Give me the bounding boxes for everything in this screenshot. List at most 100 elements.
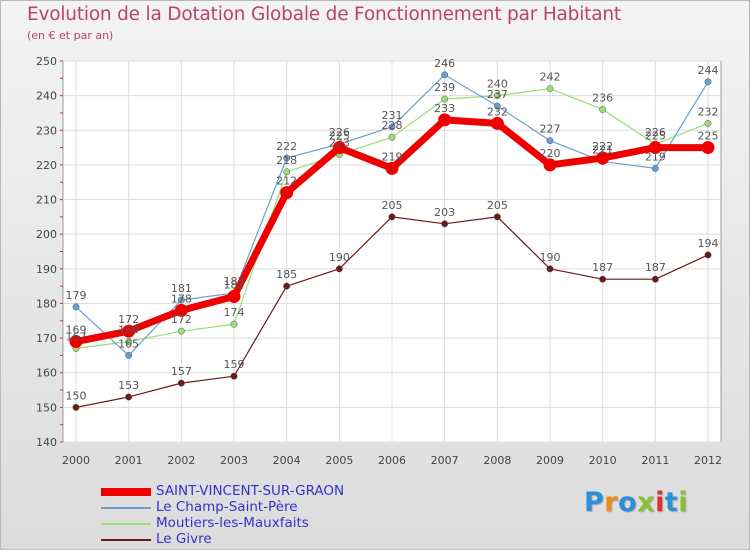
data-label: 172 xyxy=(118,313,139,326)
y-tick-label: 170 xyxy=(36,332,57,345)
legend-item-le-champ-saint-pere[interactable]: Le Champ-Saint-Père xyxy=(101,499,501,515)
data-label: 181 xyxy=(171,282,192,295)
data-point xyxy=(385,161,399,175)
data-point xyxy=(704,78,712,86)
data-point xyxy=(493,213,501,221)
data-label: 244 xyxy=(698,64,719,77)
data-point xyxy=(283,168,291,176)
data-point xyxy=(493,92,501,100)
data-label: 165 xyxy=(118,337,139,350)
data-point xyxy=(283,282,291,290)
y-tick-label: 240 xyxy=(36,90,57,103)
data-label: 231 xyxy=(382,109,403,122)
data-label: 212 xyxy=(276,175,297,188)
data-label: 178 xyxy=(171,292,192,305)
legend-label: SAINT-VINCENT-SUR-GRAON xyxy=(156,483,345,499)
legend-swatch xyxy=(101,507,151,509)
data-point xyxy=(493,102,501,110)
data-label: 226 xyxy=(645,126,666,139)
data-label: 169 xyxy=(66,324,87,337)
logo-letter: P xyxy=(584,487,605,518)
data-point xyxy=(543,158,557,172)
data-point xyxy=(388,123,396,131)
data-label: 232 xyxy=(487,105,508,118)
x-tick-label: 2000 xyxy=(62,454,90,467)
data-label: 227 xyxy=(540,123,561,136)
data-label: 150 xyxy=(66,389,87,402)
y-tick-label: 200 xyxy=(36,228,57,241)
data-label: 222 xyxy=(276,140,297,153)
data-label: 159 xyxy=(224,358,245,371)
data-point xyxy=(230,320,238,328)
data-point xyxy=(69,335,83,349)
logo-letter: i xyxy=(655,487,665,518)
legend-label: Le Givre xyxy=(156,531,212,547)
data-point xyxy=(704,251,712,259)
legend-swatch xyxy=(101,488,151,496)
legend-label: Le Champ-Saint-Père xyxy=(156,499,298,515)
y-tick-label: 180 xyxy=(36,297,57,310)
data-label: 153 xyxy=(118,379,139,392)
data-label: 226 xyxy=(329,126,350,139)
data-label: 167 xyxy=(66,330,87,343)
data-label: 182 xyxy=(224,279,245,292)
data-label: 205 xyxy=(382,199,403,212)
data-point xyxy=(335,265,343,273)
data-label: 223 xyxy=(329,137,350,150)
y-tick-label: 160 xyxy=(36,367,57,380)
data-point xyxy=(280,186,294,200)
proxiti-logo: Proxiti xyxy=(584,487,688,518)
data-point xyxy=(438,113,452,127)
logo-letter: t xyxy=(664,487,679,518)
data-point xyxy=(227,290,241,304)
data-label: 174 xyxy=(224,306,245,319)
data-label: 183 xyxy=(224,275,245,288)
data-label: 190 xyxy=(329,251,350,264)
legend-item-moutiers-les-mauxfaits[interactable]: Moutiers-les-Mauxfaits xyxy=(101,515,501,531)
legend-item-le-givre[interactable]: Le Givre xyxy=(101,531,501,547)
data-point xyxy=(546,137,554,145)
legend-item-saint-vincent[interactable]: SAINT-VINCENT-SUR-GRAON xyxy=(101,483,501,499)
data-label: 220 xyxy=(540,147,561,160)
legend-swatch xyxy=(101,523,151,525)
x-tick-label: 2003 xyxy=(220,454,248,467)
data-point xyxy=(125,393,133,401)
chart-title: Evolution de la Dotation Globale de Fonc… xyxy=(27,4,621,25)
x-tick-label: 2006 xyxy=(378,454,406,467)
data-label: 237 xyxy=(487,88,508,101)
y-tick-label: 220 xyxy=(36,159,57,172)
x-tick-label: 2001 xyxy=(115,454,143,467)
data-label: 225 xyxy=(698,130,719,143)
data-point xyxy=(441,71,449,79)
data-label: 194 xyxy=(698,237,719,250)
data-point xyxy=(332,141,346,155)
x-tick-label: 2012 xyxy=(694,454,722,467)
x-tick-label: 2004 xyxy=(273,454,301,467)
y-tick-label: 150 xyxy=(36,401,57,414)
data-label: 172 xyxy=(171,313,192,326)
logo-letter: x xyxy=(637,487,656,518)
data-label: 222 xyxy=(592,140,613,153)
x-tick-label: 2005 xyxy=(325,454,353,467)
x-tick-label: 2010 xyxy=(589,454,617,467)
axes: 140 150 160 170 180 190 200 210 220 230 240 250 2000… xyxy=(36,55,722,467)
logo-letter: i xyxy=(678,487,689,518)
data-point xyxy=(704,119,712,127)
data-point xyxy=(596,151,610,165)
data-label: 225 xyxy=(329,130,350,143)
y-tick-label: 250 xyxy=(36,55,57,68)
data-point xyxy=(388,213,396,221)
legend-label: Moutiers-les-Mauxfaits xyxy=(156,515,309,531)
logo-letter: o xyxy=(618,487,638,518)
data-label: 203 xyxy=(434,206,455,219)
grid-lines xyxy=(63,60,721,443)
data-label: 246 xyxy=(434,57,455,70)
data-label: 236 xyxy=(592,91,613,104)
x-tick-label: 2009 xyxy=(536,454,564,467)
data-label: 239 xyxy=(434,81,455,94)
data-label: 219 xyxy=(382,150,403,163)
data-point xyxy=(72,403,80,411)
data-label: 233 xyxy=(434,102,455,115)
data-label: 242 xyxy=(540,71,561,84)
